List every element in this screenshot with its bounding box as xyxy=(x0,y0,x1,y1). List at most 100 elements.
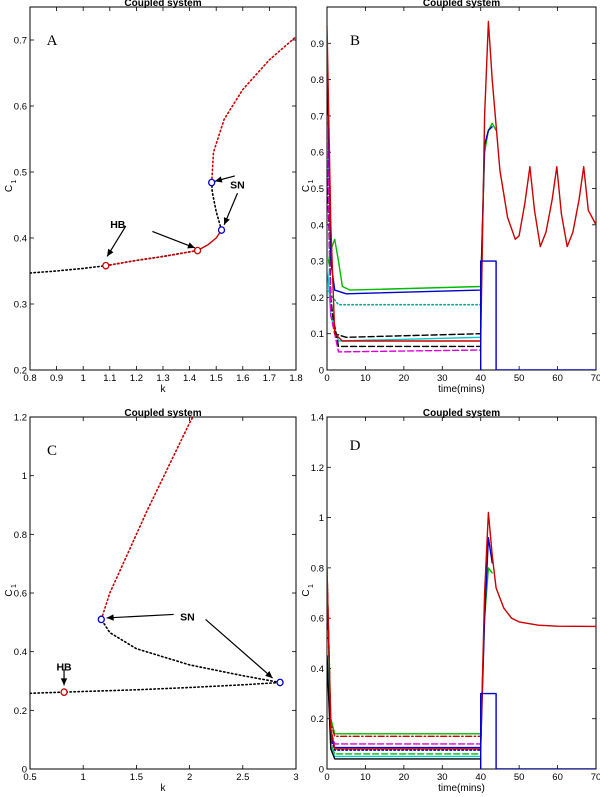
series-line-1 xyxy=(30,249,199,274)
x-tick-label: 0 xyxy=(324,772,329,783)
series-line-2 xyxy=(327,567,482,737)
series-line-5 xyxy=(327,260,482,342)
series-line-3 xyxy=(196,229,223,252)
series-line-3 xyxy=(327,579,482,745)
series-group xyxy=(327,20,596,370)
y-tick-label: 0 xyxy=(319,366,324,377)
annotation-label-sn: SN xyxy=(180,611,195,623)
annotation-arrow-shaft xyxy=(106,613,174,619)
y-tick-label: 0.7 xyxy=(14,36,27,47)
x-tick-label: 1 xyxy=(81,772,86,783)
panel-c-bifurcation-chart: Coupled system 0.5 1 1.5 2 2.5 3 0 0.2 0.4 0.6 0.8 1… xyxy=(4,408,299,794)
chart-title: Coupled system xyxy=(423,408,500,419)
y-axis-label-group: C1 xyxy=(301,179,315,192)
y-axis-label: C xyxy=(4,185,15,192)
bifurcation-point-marker xyxy=(97,615,105,624)
series-line-9 xyxy=(327,511,596,750)
x-tick-label: 2.5 xyxy=(236,772,249,783)
y-tick-label: 0.2 xyxy=(14,706,27,717)
y-tick-label: 0.5 xyxy=(311,184,324,195)
x-tick-label: 1 xyxy=(81,373,86,384)
y-tick-label: 0.2 xyxy=(311,293,324,304)
series-line-5 xyxy=(327,617,482,751)
plot-frame xyxy=(326,6,597,371)
x-tick-label: 1.8 xyxy=(289,373,302,384)
x-tick-label: 1.1 xyxy=(103,373,116,384)
y-axis-label-subscript: 1 xyxy=(11,179,18,183)
series-line-1 xyxy=(327,122,497,291)
y-tick-label: 0 xyxy=(319,765,324,776)
annotation-arrow-head xyxy=(187,242,195,249)
series-line-7 xyxy=(327,115,482,353)
series-group xyxy=(30,417,281,695)
x-axis-label: k xyxy=(161,384,167,395)
y-tick-label: 0.5 xyxy=(14,168,27,179)
bifurcation-point-marker xyxy=(217,226,226,234)
series-group xyxy=(30,35,296,274)
annotation-arrow-head xyxy=(107,248,114,257)
chart-title: Coupled system xyxy=(423,0,500,9)
x-tick-label: 1.5 xyxy=(130,772,143,783)
y-tick-label: 1.4 xyxy=(311,413,324,424)
series-line-2 xyxy=(327,42,493,295)
series-line-6 xyxy=(327,151,482,348)
chart-title: Coupled system xyxy=(124,408,201,419)
panel-letter: A xyxy=(47,33,58,49)
x-tick-label: 1.5 xyxy=(210,373,223,384)
bifurcation-point-marker xyxy=(276,678,284,687)
series-line-4 xyxy=(327,537,493,749)
x-tick-label: 0.8 xyxy=(23,373,36,384)
panel-letter: C xyxy=(47,443,57,459)
series-line-4 xyxy=(210,181,223,231)
y-tick-label: 0.2 xyxy=(14,366,27,377)
y-axis-label-group: C1 xyxy=(301,584,315,597)
x-axis-label: time(mins) xyxy=(438,783,485,794)
y-tick-label: 1.2 xyxy=(311,463,324,474)
bifurcation-point-marker xyxy=(193,246,202,255)
y-tick-label: 1 xyxy=(22,471,27,482)
x-tick-label: 0 xyxy=(324,373,329,384)
y-tick-label: 0.4 xyxy=(311,220,324,231)
y-tick-label: 0.8 xyxy=(14,530,27,541)
y-tick-label: 0.8 xyxy=(311,75,324,86)
y-axis-label: C xyxy=(301,185,312,192)
x-axis-label: time(mins) xyxy=(438,384,485,395)
x-tick-label: 1.2 xyxy=(130,373,143,384)
x-tick-label: 30 xyxy=(437,373,448,384)
series-line-10 xyxy=(480,692,596,769)
x-tick-label: 70 xyxy=(591,373,600,384)
x-tick-label: 40 xyxy=(475,772,486,783)
series-line-3 xyxy=(100,417,194,621)
y-tick-label: 0.6 xyxy=(311,614,324,625)
y-tick-label: 0.8 xyxy=(311,563,324,574)
series-line-1 xyxy=(30,681,281,695)
y-axis-label-group: C1 xyxy=(4,584,18,597)
x-tick-label: 1.6 xyxy=(236,373,249,384)
series-line-2 xyxy=(105,249,199,267)
x-tick-label: 40 xyxy=(475,373,486,384)
series-line-8 xyxy=(327,655,482,760)
panel-a-bifurcation-chart: Coupled system 0.8 0.9 1 1.1 1.2 1.3 1.4 1.5 1.6 1… xyxy=(4,0,303,395)
y-tick-label: 0.6 xyxy=(14,102,27,113)
annotation-label-hb: HB xyxy=(110,219,126,231)
y-tick-label: 0.6 xyxy=(14,589,27,600)
panel-letter: D xyxy=(350,438,361,454)
y-tick-label: 0.9 xyxy=(311,39,324,50)
x-tick-label: 1.4 xyxy=(183,373,196,384)
x-tick-label: 30 xyxy=(437,772,448,783)
series-line-6 xyxy=(327,630,482,755)
annotation-arrow-head xyxy=(265,671,273,679)
x-tick-label: 10 xyxy=(360,373,371,384)
y-tick-label: 0.3 xyxy=(14,300,27,311)
y-tick-label: 0 xyxy=(22,765,27,776)
series-line-2 xyxy=(100,618,281,684)
x-tick-label: 70 xyxy=(591,772,600,783)
y-tick-label: 1.2 xyxy=(14,413,27,424)
x-tick-label: 10 xyxy=(360,772,371,783)
x-tick-label: 50 xyxy=(514,373,525,384)
annotation-arrow-head xyxy=(214,176,223,183)
y-axis-label: C xyxy=(4,589,15,596)
series-line-7 xyxy=(327,642,482,758)
bifurcation-point-marker xyxy=(60,688,68,696)
